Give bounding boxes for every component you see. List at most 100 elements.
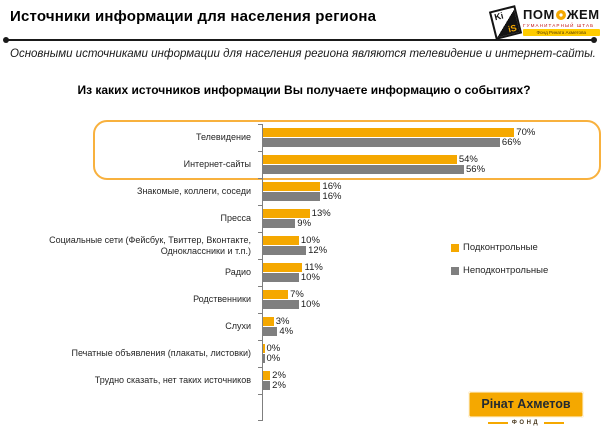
bar bbox=[263, 344, 265, 353]
bar-value-label: 2% bbox=[272, 380, 286, 391]
chart-title: Из каких источников информации Вы получа… bbox=[77, 83, 531, 97]
bar-value-label: 66% bbox=[501, 137, 521, 148]
bar bbox=[263, 246, 307, 255]
legend-swatch-uncontrolled bbox=[451, 266, 459, 275]
wordmark-pre: ПОМ bbox=[523, 7, 555, 22]
bar-line: 10% bbox=[263, 235, 327, 246]
bar bbox=[263, 192, 321, 201]
bar-row: Родственники 7% 10% bbox=[10, 286, 604, 313]
bar-row: Пресса 13% 9% bbox=[10, 205, 604, 232]
highlight-box bbox=[93, 120, 601, 180]
bar-value-label: 10% bbox=[300, 299, 320, 310]
bar bbox=[263, 381, 271, 390]
bar-value-label: 10% bbox=[300, 235, 320, 246]
category-label: Знакомые, коллеги, соседи bbox=[137, 186, 251, 197]
bar bbox=[263, 327, 278, 336]
bar-line: 16% bbox=[263, 191, 341, 202]
legend-label: Подконтрольные bbox=[463, 242, 538, 253]
category-label: Родственники bbox=[193, 294, 251, 305]
bar-line: 56% bbox=[263, 164, 486, 175]
axis-tick bbox=[258, 286, 263, 287]
axis-tick bbox=[258, 124, 263, 125]
footer-line-left bbox=[487, 422, 508, 424]
bar-value-label: 70% bbox=[516, 127, 536, 138]
bar-value-label: 56% bbox=[466, 164, 486, 175]
bar-pair: 0% 0% bbox=[258, 340, 280, 367]
bar-line: 10% bbox=[263, 272, 323, 283]
bar bbox=[263, 128, 515, 137]
bar-line: 4% bbox=[263, 326, 294, 337]
bar bbox=[263, 371, 271, 380]
page-title: Источники информации для населения регио… bbox=[10, 8, 377, 25]
category-label: Радио bbox=[225, 267, 251, 278]
kiis-pomozhem-logo: Ki iS ПОМ ЖЕМ ГУМАНИТАРНЫЙ ШТАБ Фонд Рина… bbox=[488, 5, 602, 42]
bar bbox=[263, 165, 465, 174]
axis-tick bbox=[258, 232, 263, 233]
bar-value-label: 11% bbox=[304, 262, 323, 273]
axis-tick bbox=[258, 205, 263, 206]
legend-label: Неподконтрольные bbox=[463, 265, 549, 276]
bar-value-label: 13% bbox=[311, 208, 331, 219]
bar-line: 13% bbox=[263, 208, 331, 219]
pomozhem-word: ПОМ ЖЕМ bbox=[523, 8, 600, 21]
bar bbox=[263, 263, 303, 272]
bar bbox=[263, 155, 457, 164]
bar-line: 11% bbox=[263, 262, 323, 273]
plot-area: Подконтрольные Неподконтрольные Телевиде… bbox=[10, 120, 604, 430]
bar-value-label: 4% bbox=[279, 326, 294, 337]
bar-value-label: 12% bbox=[308, 245, 328, 256]
bar-row: Телевидение 70% 66% bbox=[10, 124, 604, 151]
axis-tick bbox=[258, 394, 263, 395]
bar-line: 2% bbox=[263, 380, 286, 391]
bar-line: 7% bbox=[263, 289, 320, 300]
bar-pair: 11% 10% bbox=[258, 259, 323, 286]
footer-logo-name: Рінат Ахметов bbox=[481, 397, 571, 411]
bar bbox=[263, 317, 274, 326]
bar-line: 10% bbox=[263, 299, 320, 310]
axis-tick bbox=[258, 151, 263, 152]
bar-row: Слухи 3% 4% bbox=[10, 313, 604, 340]
category-label: Слухи bbox=[225, 321, 251, 332]
axis-tick bbox=[258, 313, 263, 314]
bar-value-label: 3% bbox=[275, 316, 290, 327]
bar-pair: 2% 2% bbox=[258, 367, 286, 394]
rule-right-dot bbox=[591, 37, 597, 43]
bar-value-label: 16% bbox=[322, 181, 342, 192]
category-label: Печатные объявления (плакаты, листовки) bbox=[71, 348, 251, 359]
bar-value-label: 10% bbox=[300, 272, 320, 283]
category-axis-line bbox=[262, 124, 263, 420]
bar-pair: 70% 66% bbox=[258, 124, 535, 151]
bar-value-label: 54% bbox=[458, 154, 478, 165]
bar-pair: 54% 56% bbox=[258, 151, 485, 178]
bar-line: 9% bbox=[263, 218, 331, 229]
bar bbox=[263, 273, 299, 282]
bar bbox=[263, 300, 299, 309]
bar-line: 12% bbox=[263, 245, 328, 256]
category-label: Трудно сказать, нет таких источников bbox=[94, 375, 251, 386]
fund-banner: Фонд Рината Ахметова bbox=[523, 29, 600, 36]
bar-row: Печатные объявления (плакаты, листовки) 0… bbox=[10, 340, 604, 367]
category-label: Социальные сети (Фейсбук, Твиттер, Вконт… bbox=[49, 234, 251, 256]
title-underline bbox=[3, 37, 597, 43]
bar bbox=[263, 219, 296, 228]
wordmark-post: ЖЕМ bbox=[566, 7, 600, 22]
axis-tick bbox=[258, 259, 263, 260]
legend: Подконтрольные Неподконтрольные bbox=[451, 242, 548, 288]
cube-front-label: iS bbox=[507, 22, 518, 35]
category-label: Пресса bbox=[220, 213, 252, 224]
bar-value-label: 9% bbox=[297, 218, 312, 229]
bar-pair: 13% 9% bbox=[258, 205, 331, 232]
bar-row: Знакомые, коллеги, соседи 16% 16% bbox=[10, 178, 604, 205]
bar bbox=[263, 138, 500, 147]
bar bbox=[263, 236, 299, 245]
bar-pair: 10% 12% bbox=[258, 232, 327, 259]
bar-value-label: 0% bbox=[266, 353, 281, 364]
bar-value-label: 0% bbox=[266, 343, 281, 354]
humanitarian-staff-tagline: ГУМАНИТАРНЫЙ ШТАБ bbox=[523, 22, 595, 28]
footer-logo-sub: ФОНД bbox=[468, 420, 584, 426]
bar-line: 0% bbox=[263, 353, 281, 364]
rule-left-dot bbox=[3, 37, 9, 43]
slide-subtitle: Основными источниками информации для нас… bbox=[10, 48, 596, 60]
bar-line: 16% bbox=[263, 181, 342, 192]
